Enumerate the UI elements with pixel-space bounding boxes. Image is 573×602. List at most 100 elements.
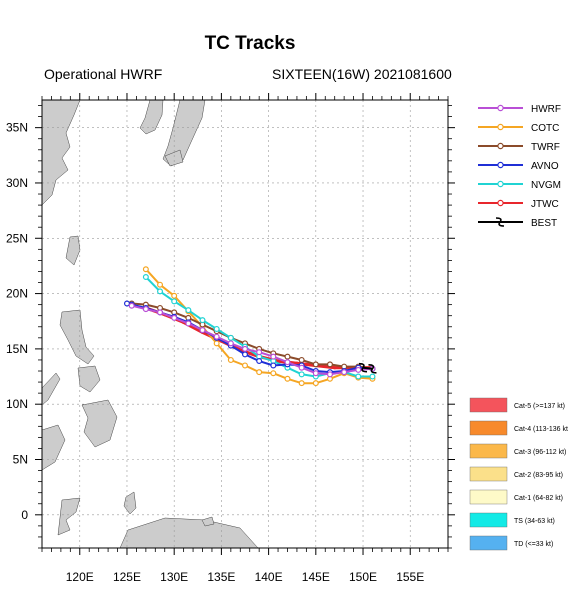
track-point-avno: [242, 351, 249, 358]
lon-tick-label: 125E: [113, 570, 141, 584]
intensity-swatch: [469, 466, 508, 482]
intensity-label: Cat-5 (>=137 kt): [514, 403, 565, 410]
land-visayas: [77, 365, 101, 393]
track-point-hwrf: [128, 302, 135, 309]
intensity-label: Cat-2 (83-95 kt): [514, 472, 563, 479]
legend-marker: [497, 104, 504, 112]
track-point-hwrf: [185, 320, 192, 327]
land-pacific-islet: [201, 516, 215, 527]
intensity-label: Cat-1 (64-82 kt): [514, 495, 563, 502]
legend-label: NVGM: [531, 180, 561, 191]
land-japan-kyushu: [139, 100, 164, 135]
lon-tick-label: 130E: [160, 570, 188, 584]
track-point-twrf: [284, 353, 291, 360]
land-palawan: [42, 372, 61, 406]
track-point-hwrf: [326, 371, 333, 378]
lat-tick-label: 35N: [6, 121, 28, 135]
track-point-hwrf: [256, 349, 263, 356]
track-point-cotc: [284, 375, 291, 382]
track-point-hwrf: [171, 314, 178, 321]
track-point-hwrf: [142, 306, 149, 313]
track-point-nvgm: [298, 371, 305, 378]
intensity-legend-item: Cat-4 (113-136 kt: [469, 420, 568, 436]
track-point-hwrf: [298, 364, 305, 371]
intensity-swatch: [469, 512, 508, 528]
track-line-best: [362, 366, 373, 370]
track-point-twrf: [298, 356, 305, 363]
track-point-twrf: [312, 361, 319, 368]
intensity-legend-item: Cat-5 (>=137 kt): [469, 397, 565, 413]
map-frame: [41, 99, 449, 549]
land-luzon: [59, 309, 95, 365]
land-taiwan: [65, 235, 81, 266]
intensity-swatch: [469, 535, 508, 551]
best-track-marker: [359, 362, 368, 373]
track-point-nvgm: [171, 298, 178, 305]
page-title: TC Tracks: [204, 33, 296, 54]
land-china: [42, 100, 81, 206]
track-point-twrf: [326, 361, 333, 368]
legend-label: AVNO: [531, 161, 559, 172]
legend-marker: [497, 123, 504, 131]
intensity-label: Cat-3 (96-112 kt): [514, 449, 566, 456]
legend-label: HWRF: [531, 104, 561, 115]
track-point-cotc: [256, 369, 263, 376]
legend-marker: [497, 142, 504, 150]
track-point-avno: [270, 362, 277, 369]
lon-tick-label: 150E: [349, 570, 377, 584]
track-point-nvgm: [355, 373, 362, 380]
legend-label: COTC: [531, 123, 559, 134]
track-point-cotc: [242, 362, 249, 369]
intensity-swatch: [469, 420, 508, 436]
track-point-cotc: [312, 380, 319, 387]
intensity-legend-item: Cat-3 (96-112 kt): [469, 443, 566, 459]
intensity-label: Cat-4 (113-136 kt: [514, 426, 568, 433]
track-point-nvgm: [369, 373, 376, 380]
lon-tick-label: 145E: [302, 570, 330, 584]
land-halmahera: [123, 491, 137, 515]
track-point-nvgm: [142, 273, 149, 280]
intensity-label: TD (<=33 kt): [514, 541, 553, 548]
intensity-legend-item: TS (34-63 kt): [469, 512, 555, 528]
legend-item-twrf: TWRF: [478, 142, 560, 153]
legend-marker: [497, 180, 504, 188]
lat-tick-label: 30N: [6, 176, 28, 190]
track-point-cotc: [171, 292, 178, 299]
track-point-hwrf: [341, 369, 348, 376]
legend-item-best: BEST: [478, 217, 557, 229]
legend-label: JTWC: [531, 199, 559, 210]
legend-item-cotc: COTC: [478, 123, 559, 134]
model-label: Operational HWRF: [44, 66, 163, 82]
legend-item-nvgm: NVGM: [478, 180, 561, 191]
lat-tick-label: 0: [21, 508, 28, 522]
track-point-cotc: [213, 340, 220, 347]
track-point-avno: [256, 358, 263, 365]
track-point-hwrf: [312, 370, 319, 377]
track-point-hwrf: [284, 359, 291, 366]
legend-label: TWRF: [531, 142, 560, 153]
track-point-nvgm: [185, 307, 192, 314]
intensity-swatch: [469, 443, 508, 459]
track-point-jtwc: [333, 366, 337, 370]
land-sulawesi: [57, 497, 81, 536]
land-new-guinea: [119, 517, 259, 548]
legend-marker: [495, 217, 505, 227]
storm-label: SIXTEEN(16W) 2021081600: [272, 66, 452, 82]
track-point-nvgm: [157, 288, 164, 295]
lon-tick-label: 140E: [255, 570, 283, 584]
legend-label: BEST: [531, 218, 557, 229]
intensity-swatch: [469, 397, 508, 413]
track-point-hwrf: [199, 327, 206, 334]
lat-tick-label: 5N: [13, 453, 28, 467]
best-track-marker: [368, 364, 377, 374]
track-point-hwrf: [227, 340, 234, 347]
intensity-label: TS (34-63 kt): [514, 518, 555, 525]
track-point-cotc: [157, 281, 164, 288]
track-point-hwrf: [270, 353, 277, 360]
track-point-nvgm: [227, 334, 234, 341]
lat-tick-label: 25N: [6, 231, 28, 245]
lon-tick-label: 155E: [396, 570, 424, 584]
track-point-nvgm: [213, 325, 220, 332]
lon-tick-label: 135E: [207, 570, 235, 584]
